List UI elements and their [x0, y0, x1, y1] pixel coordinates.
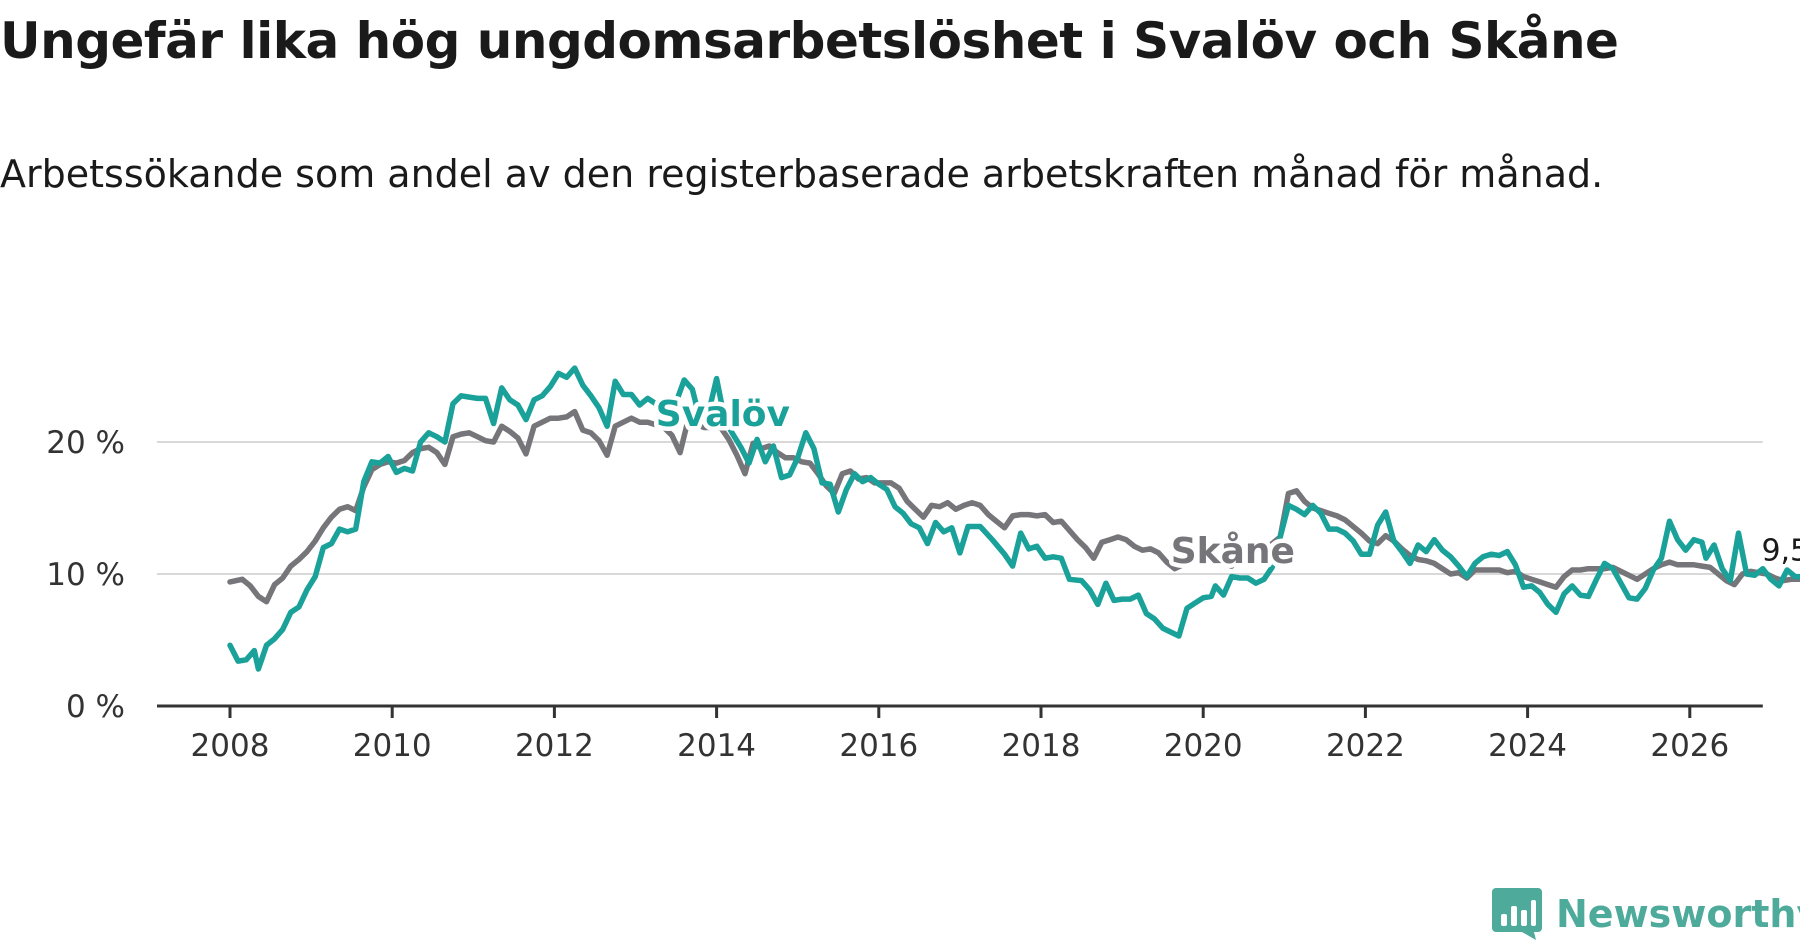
x-tick-label: 2022 — [1326, 728, 1405, 764]
series-line-skane — [227, 408, 1800, 605]
x-tick-label: 2026 — [1650, 728, 1729, 764]
chart-title: Ungefär lika hög ungdomsarbetslöshet i S… — [0, 12, 1619, 70]
logo-text: Newsworthy — [1556, 892, 1800, 936]
series-labels: Svalöv Skåne 9,5 % — [651, 389, 1800, 576]
series-label-svalov: Svalöv — [656, 394, 790, 435]
series-line-svalov — [227, 365, 1800, 672]
x-tick-label: 2012 — [515, 728, 594, 764]
x-tick-label: 2024 — [1488, 728, 1567, 764]
y-tick-label: 10 % — [46, 557, 125, 593]
y-tick-label: 20 % — [46, 425, 125, 461]
x-tick-label: 2010 — [353, 728, 432, 764]
x-tick-label: 2020 — [1164, 728, 1243, 764]
y-tick-label: 0 % — [66, 689, 125, 725]
series-label-skane: Skåne — [1171, 531, 1295, 572]
newsworthy-logo-icon — [1492, 888, 1542, 940]
newsworthy-logo: Newsworthy — [1492, 888, 1800, 940]
gridlines — [157, 441, 1763, 575]
end-value-label: 9,5 % — [1761, 534, 1800, 569]
x-tick-label: 2018 — [1002, 728, 1081, 764]
axes: 0 % 10 % 20 % 2008 2010 2012 2014 2016 2018 2020 2… — [46, 425, 1763, 764]
x-tick-label: 2008 — [191, 728, 270, 764]
x-tick-label: 2014 — [677, 728, 756, 764]
x-tick-label: 2016 — [839, 728, 918, 764]
chart-subtitle: Arbetssökande som andel av den registerb… — [0, 152, 1604, 196]
series-lines — [227, 365, 1800, 672]
